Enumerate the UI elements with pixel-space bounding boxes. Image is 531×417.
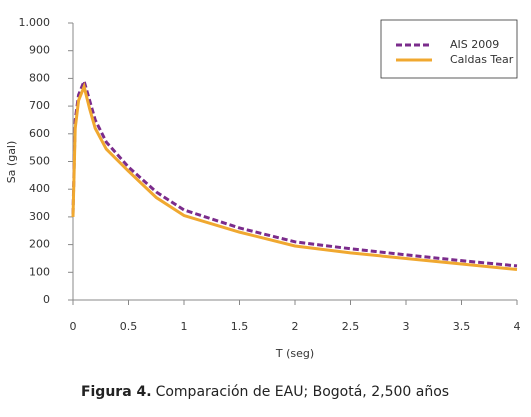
series-line (71, 81, 518, 272)
y-axis-label: Sa (gal) (5, 141, 18, 184)
x-tick-label: 1.5 (231, 320, 249, 333)
y-tick-label: 700 (29, 99, 50, 112)
legend-box (380, 19, 518, 79)
x-tick-label: 3.5 (453, 320, 471, 333)
caption: Figura 4. Comparación de EAU; Bogotá, 2,5… (81, 384, 449, 400)
series-line (71, 76, 518, 268)
legend-label: AIS 2009 (450, 38, 499, 51)
y-tick-label: 200 (29, 238, 50, 251)
x-tick-label: 2 (292, 320, 299, 333)
caption-text: Comparación de EAU; Bogotá, 2,500 años (156, 384, 449, 400)
caption-label: Figura 4. (81, 384, 152, 400)
x-tick-label: 3 (403, 320, 410, 333)
y-tick-label: 800 (29, 71, 50, 84)
x-tick-label: 4 (514, 320, 521, 333)
x-tick-label: 2.5 (342, 320, 360, 333)
legend-label: Caldas Tear (450, 53, 514, 66)
y-tick-label: 0 (43, 293, 50, 306)
x-tick-label: 0.5 (120, 320, 138, 333)
x-axis-label: T (seg) (275, 347, 314, 360)
y-tick-label: 900 (29, 44, 50, 57)
y-tick-label: 500 (29, 155, 50, 168)
y-tick-label: 300 (29, 210, 50, 223)
x-tick-label: 0 (70, 320, 77, 333)
y-tick-label: 1.000 (19, 16, 51, 29)
y-tick-label: 100 (29, 265, 50, 278)
y-tick-label: 400 (29, 182, 50, 195)
y-tick-label: 600 (29, 127, 50, 140)
x-tick-label: 1 (181, 320, 188, 333)
